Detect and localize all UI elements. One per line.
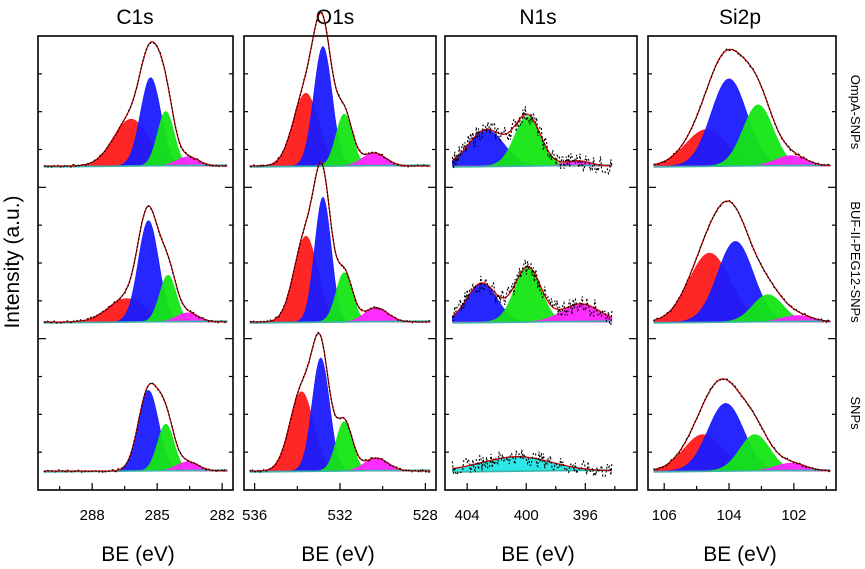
spectrum-snps xyxy=(653,377,831,473)
measured-data xyxy=(653,377,831,473)
panel-title-c1s: C1s xyxy=(116,6,153,29)
baseline xyxy=(452,164,612,168)
x-axis-label-si2p: BE (eV) xyxy=(703,543,777,566)
baseline xyxy=(43,164,228,168)
spectrum-ompa-snps xyxy=(451,106,613,176)
panel-si2p: 106 104 102 xyxy=(647,35,837,524)
row-label-ompa: OmpA-SNPs xyxy=(848,75,863,150)
x-tick-label: 106 xyxy=(652,507,677,524)
measured-data xyxy=(653,48,831,167)
panel-title-si2p: Si2p xyxy=(719,6,761,29)
component-peak-green xyxy=(249,113,431,167)
fit-envelope xyxy=(653,48,831,167)
row-label-snps: SNPs xyxy=(848,396,863,430)
spectrum-ompa-snps xyxy=(43,41,228,168)
x-tick-label: 285 xyxy=(145,507,170,524)
x-tick-label: 288 xyxy=(80,507,105,524)
measured-data xyxy=(43,204,228,324)
x-axis-label-c1s: BE (eV) xyxy=(101,543,175,566)
spectrum-ompa-snps xyxy=(653,48,831,168)
baseline xyxy=(249,469,431,473)
panel-title-o1s: O1s xyxy=(316,6,355,29)
x-tick-label: 532 xyxy=(327,507,352,524)
measured-data xyxy=(451,106,613,176)
component-peak-green xyxy=(249,272,431,323)
baseline xyxy=(653,320,831,324)
spectrum-snps xyxy=(249,331,431,474)
spectrum-buf-ii-peg12-snps xyxy=(451,259,613,327)
baseline xyxy=(452,320,612,324)
spectrum-buf-ii-peg12-snps xyxy=(249,161,431,324)
spectrum-snps xyxy=(451,449,613,478)
spectrum-buf-ii-peg12-snps xyxy=(43,204,228,324)
baseline xyxy=(653,164,831,168)
fit-envelope xyxy=(451,266,613,318)
x-tick-label: 396 xyxy=(573,507,598,524)
measured-data xyxy=(249,162,431,324)
x-tick-label: 404 xyxy=(455,507,480,524)
panel-title-n1s: N1s xyxy=(519,6,556,29)
measured-data xyxy=(451,259,613,327)
x-axis-label-n1s: BE (eV) xyxy=(501,543,575,566)
x-tick-label: 536 xyxy=(242,507,267,524)
spectrum-buf-ii-peg12-snps xyxy=(653,199,831,324)
baseline xyxy=(43,320,228,324)
measured-data xyxy=(43,41,228,168)
panel-frame xyxy=(37,35,234,491)
x-tick-label: 104 xyxy=(717,507,742,524)
panel-frame xyxy=(444,35,638,491)
spectrum-snps xyxy=(43,381,228,474)
measured-data xyxy=(653,199,831,324)
component-peak-blue xyxy=(43,220,228,323)
component-peak-blue xyxy=(43,390,228,472)
plot-area: 288 285 282 536 532 528 404 400 396 106 104 102 xyxy=(37,11,837,524)
panel-n1s: 404 400 396 xyxy=(444,35,638,524)
x-tick-label: 400 xyxy=(514,507,539,524)
x-tick-label: 528 xyxy=(413,507,438,524)
panel-o1s: 536 532 528 xyxy=(242,11,438,524)
y-axis-label: Intensity (a.u.) xyxy=(1,195,24,328)
baseline xyxy=(653,469,831,473)
x-tick-label: 102 xyxy=(781,507,806,524)
row-label-buf: BUF-II-PEG12-SNPs xyxy=(848,201,863,323)
measured-data xyxy=(43,381,228,474)
panel-c1s: 288 285 282 xyxy=(37,35,235,524)
measured-data xyxy=(451,449,613,478)
x-tick-label: 282 xyxy=(210,507,235,524)
measured-data xyxy=(249,331,431,474)
spectrum-ompa-snps xyxy=(249,11,431,168)
baseline xyxy=(249,320,431,324)
x-axis-label-o1s: BE (eV) xyxy=(301,543,375,566)
